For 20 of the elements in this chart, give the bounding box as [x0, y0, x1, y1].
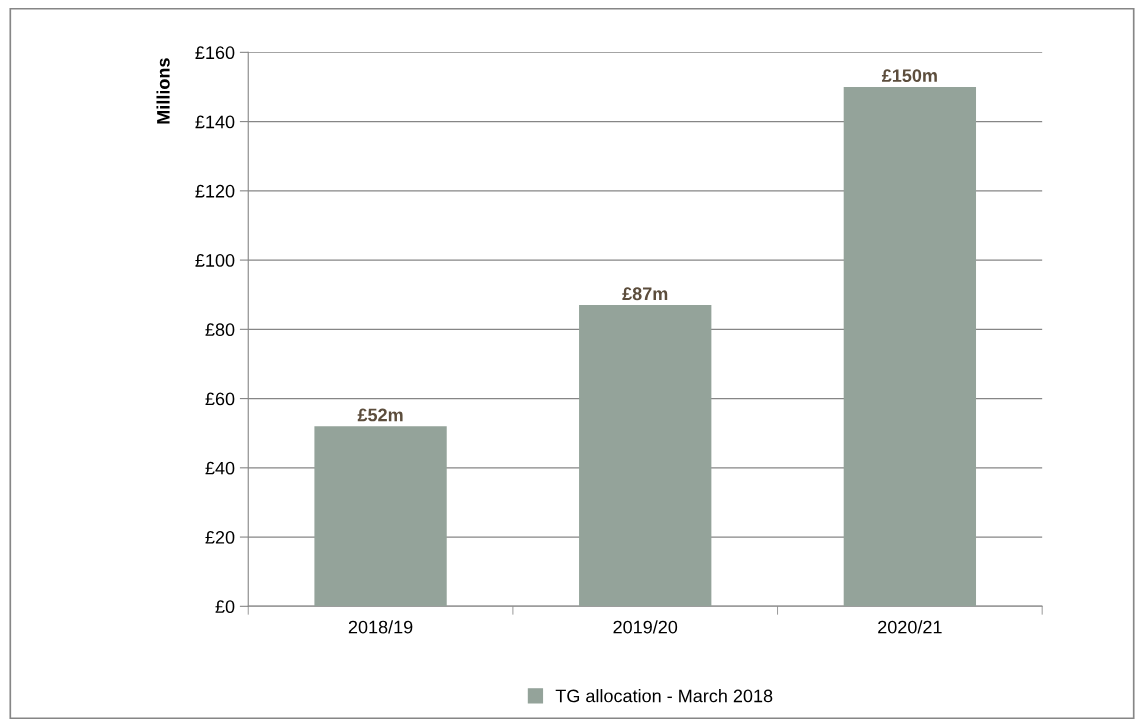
- x-tick-label: 2018/19: [348, 620, 413, 634]
- bar: [843, 86, 977, 607]
- y-tick-label: £0: [215, 600, 235, 614]
- y-tick-label: £60: [205, 392, 235, 406]
- data-label: £52m: [357, 408, 403, 422]
- bar: [314, 426, 447, 607]
- x-tick-label: 2019/20: [613, 620, 678, 634]
- y-axis-title: Millions: [156, 58, 170, 124]
- data-label: £87m: [622, 287, 668, 301]
- bar: [579, 305, 712, 607]
- x-tick-label: 2020/21: [878, 620, 942, 634]
- legend-label: TG allocation - March 2018: [555, 689, 773, 703]
- data-label: £150m: [881, 69, 937, 83]
- y-tick-label: £140: [195, 115, 235, 129]
- y-tick-label: £80: [205, 323, 235, 337]
- y-tick-label: £40: [205, 461, 235, 475]
- y-tick-label: £160: [195, 46, 235, 60]
- y-tick-label: £120: [195, 184, 235, 198]
- y-tick-label: £20: [205, 531, 235, 544]
- y-tick-label: £100: [195, 254, 235, 267]
